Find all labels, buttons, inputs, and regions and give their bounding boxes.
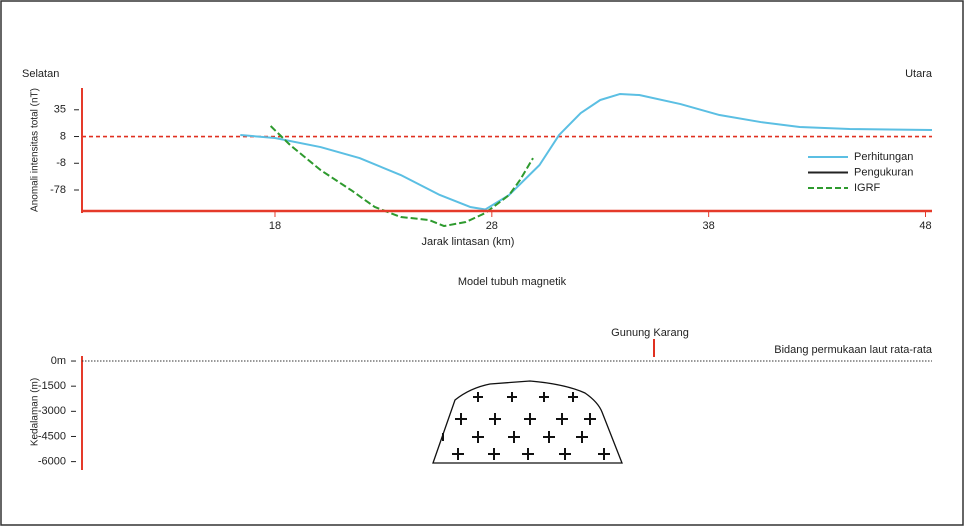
- y-tick-label: -4500: [38, 430, 66, 442]
- legend-label: IGRF: [854, 182, 881, 194]
- x-tick-label: 48: [919, 220, 931, 232]
- y-tick-label: 8: [60, 130, 66, 142]
- legend-label: Perhitungan: [854, 151, 913, 163]
- y-tick-label: -78: [50, 184, 66, 196]
- figure: Selatan Utara Anomali intensitas total (nT…: [0, 0, 965, 527]
- y-tick-label: -6000: [38, 456, 66, 468]
- x-tick-label: 18: [269, 220, 281, 232]
- x-tick-label: 28: [486, 220, 498, 232]
- x-tick-label: 38: [703, 220, 715, 232]
- x-axis-label: Jarak lintasan (km): [422, 236, 515, 248]
- chart-title: Model tubuh magnetik: [458, 276, 567, 288]
- y-axis-label: Anomali intensitas total (nT): [30, 88, 41, 212]
- left-label: Selatan: [22, 68, 59, 80]
- y-tick-label: -3000: [38, 405, 66, 417]
- right-label: Utara: [905, 68, 933, 80]
- sea-level-label: Bidang permukaan laut rata-rata: [774, 344, 933, 356]
- y-tick-label: -1500: [38, 380, 66, 392]
- peak-label: Gunung Karang: [611, 327, 689, 339]
- frame: [1, 1, 963, 525]
- y-tick-label: 35: [54, 104, 66, 116]
- y-tick-label: 0m: [51, 355, 66, 367]
- legend-label: Pengukuran: [854, 166, 913, 178]
- y-tick-label: -8: [56, 157, 66, 169]
